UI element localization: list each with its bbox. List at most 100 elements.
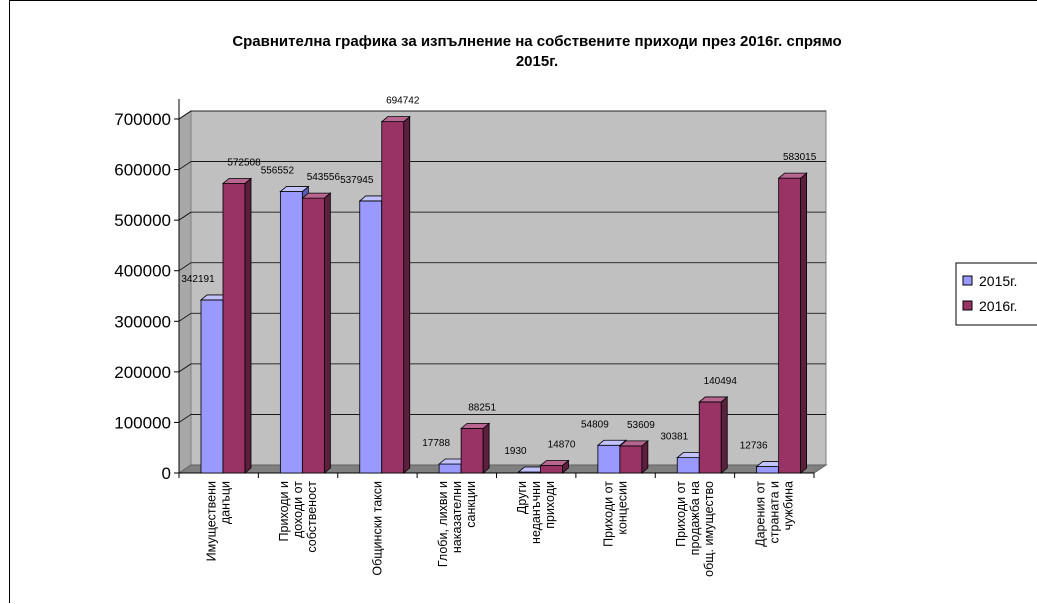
y-tick-label: 400000: [114, 262, 171, 281]
category-label-line: данъци: [219, 481, 233, 524]
bar: [698, 396, 729, 474]
data-label: 543556: [307, 172, 341, 183]
chart-title-line: Сравнителна графика за изпълнение на соб…: [232, 33, 841, 50]
gridline-diagonal: [178, 312, 192, 322]
y-tick-label: 0: [162, 464, 171, 483]
y-tick-label: 200000: [114, 363, 171, 382]
bar-front: [778, 177, 802, 474]
gridline-diagonal: [178, 262, 192, 272]
bar: [539, 459, 570, 474]
bar: [380, 115, 411, 474]
bar-front: [756, 466, 780, 474]
legend-swatch: [962, 300, 973, 311]
gridline-diagonal: [178, 211, 192, 221]
bar-top: [221, 178, 253, 184]
legend: 2015г. 2016г.: [955, 262, 1037, 326]
chart-title-line: 2015г.: [516, 53, 558, 70]
bar-front: [200, 299, 224, 474]
y-tick-label: 300000: [114, 312, 171, 331]
gridline-diagonal: [178, 110, 192, 120]
bar: [301, 192, 332, 474]
data-label: 140494: [704, 376, 738, 387]
category-label-line: наказателни: [450, 481, 464, 553]
data-label: 30381: [660, 432, 688, 443]
bar-top: [380, 116, 411, 123]
bar: [777, 172, 808, 474]
category-label: Общински такси: [370, 481, 384, 576]
gridline-diagonal: [178, 414, 192, 423]
bar-side: [720, 396, 728, 474]
legend-label: 2016г.: [979, 298, 1017, 314]
bar-front: [540, 465, 563, 474]
legend-box: [955, 262, 1037, 326]
bar-front: [438, 463, 462, 474]
bar-top: [460, 422, 491, 429]
y-tick-label: 100000: [114, 413, 171, 432]
category-label-line: Глоби, лихви и: [436, 481, 450, 567]
category-label-line: общ. имущество: [702, 481, 716, 577]
category-label-line: санкции: [464, 481, 478, 528]
bar-top: [596, 439, 627, 446]
bar-front: [381, 121, 405, 474]
category-label: Приходи от продажба на общ. имущество: [674, 481, 716, 577]
bar-front: [359, 200, 383, 474]
data-label: 14870: [548, 439, 576, 450]
data-label: 572508: [227, 157, 261, 168]
bar-side: [323, 192, 331, 474]
category-label: Глоби, лихви и наказателни санкции: [436, 481, 478, 567]
plot-floor: [177, 464, 828, 474]
bar-front: [597, 444, 621, 474]
data-label: 1930: [504, 446, 527, 457]
bar: [221, 177, 253, 474]
bar-top: [301, 192, 332, 199]
bar-side: [244, 177, 252, 474]
data-label: 583015: [783, 152, 817, 163]
category-label-line: Приходи и: [277, 481, 291, 541]
category-label-line: чужбина: [781, 481, 795, 530]
data-label: 53609: [627, 420, 655, 431]
bar-top: [618, 440, 649, 447]
category-label-line: доходи от: [291, 481, 305, 538]
category-label-line: неданъчни: [529, 481, 543, 544]
gridline-diagonal: [178, 161, 192, 170]
bar-side: [482, 422, 490, 474]
data-label: 88251: [468, 402, 496, 413]
category-label-line: продажба на: [688, 481, 702, 555]
legend-label: 2015г.: [979, 273, 1017, 289]
bar-side: [641, 440, 649, 474]
category-label: Приходи и доходи от собственост: [277, 481, 319, 553]
chart-frame: Сравнителна графика за изпълнение на соб…: [9, 0, 1037, 603]
bar-side: [403, 115, 411, 474]
data-label: 537945: [340, 175, 374, 186]
bar-top: [777, 172, 808, 179]
bar: [618, 440, 649, 474]
category-label-line: Приходи от: [674, 481, 688, 547]
bar-front: [279, 191, 303, 474]
category-label-line: приходи: [543, 481, 557, 529]
category-label-line: Общински такси: [370, 481, 384, 576]
bar-front: [698, 401, 722, 474]
bar: [460, 422, 491, 474]
category-label: Други неданъчни приходи: [515, 481, 557, 544]
category-label-line: Имуществени: [205, 481, 219, 561]
bar-front: [460, 427, 484, 474]
data-label: 342191: [181, 274, 215, 285]
bar-top: [279, 186, 310, 192]
data-label: 556552: [261, 166, 295, 177]
gridline-diagonal: [178, 363, 192, 373]
legend-swatch: [962, 275, 973, 286]
data-label: 54809: [581, 419, 609, 430]
category-label-line: собственост: [305, 481, 319, 553]
category-label-line: Дарения от: [753, 481, 767, 547]
bar-front: [676, 457, 700, 474]
category-label-line: страната и: [767, 481, 781, 543]
bar-chart: Сравнителна графика за изпълнение на соб…: [114, 33, 1037, 577]
category-label-line: Приходи от: [602, 481, 616, 547]
data-label: 17788: [422, 438, 450, 449]
bar-top: [698, 396, 729, 403]
data-label: 12736: [740, 441, 768, 452]
bar-top: [539, 460, 570, 466]
bar-front: [619, 445, 643, 474]
bar-side: [800, 172, 808, 474]
bar-front: [301, 197, 325, 474]
